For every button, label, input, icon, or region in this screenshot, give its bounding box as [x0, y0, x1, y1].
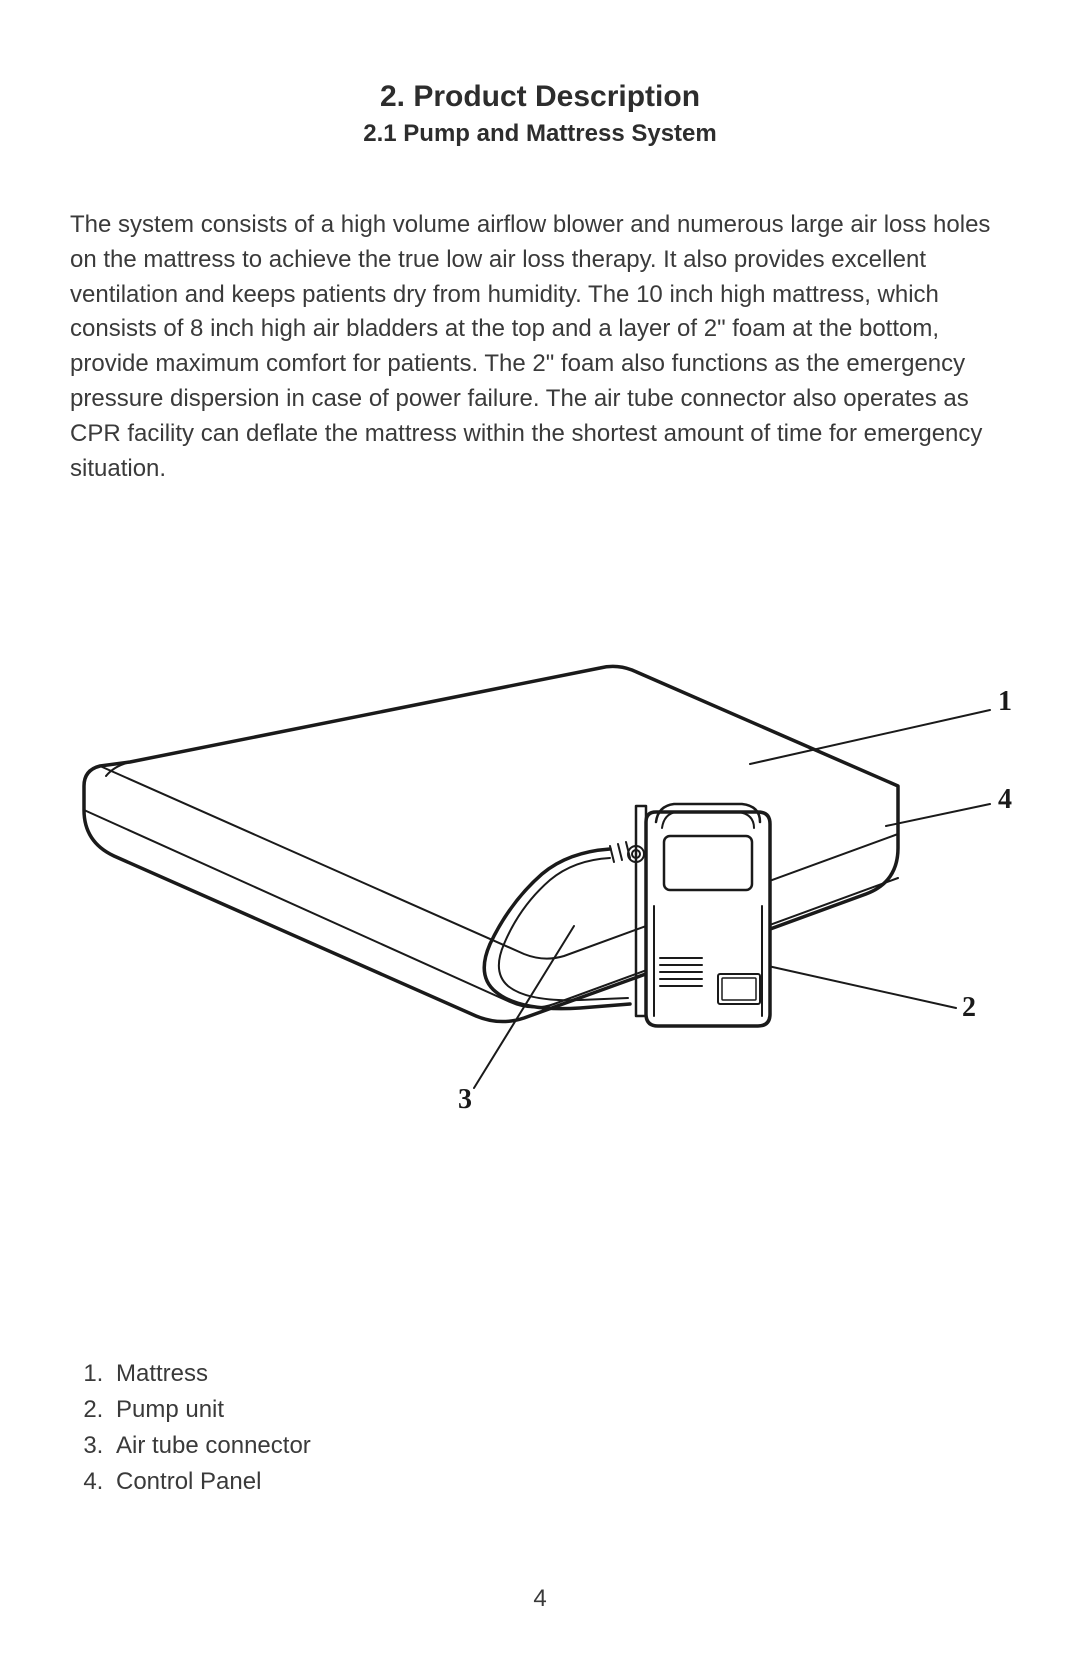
- section-title: 2. Product Description: [70, 80, 1010, 114]
- legend-item-2: Pump unit: [110, 1392, 1010, 1428]
- product-diagram: 1 4 2 3: [70, 656, 1010, 1236]
- legend-item-3: Air tube connector: [110, 1428, 1010, 1464]
- diagram-svg: [70, 656, 1010, 1236]
- legend-item-4: Control Panel: [110, 1464, 1010, 1500]
- callout-3: 3: [458, 1084, 472, 1116]
- callout-4: 4: [998, 784, 1012, 816]
- sub-title: 2.1 Pump and Mattress System: [70, 120, 1010, 148]
- callout-2: 2: [962, 992, 976, 1024]
- document-page: 2. Product Description 2.1 Pump and Matt…: [0, 0, 1080, 1669]
- callout-1: 1: [998, 686, 1012, 718]
- description-paragraph: The system consists of a high volume air…: [70, 208, 1010, 486]
- page-number: 4: [0, 1585, 1080, 1613]
- parts-legend: Mattress Pump unit Air tube connector Co…: [80, 1356, 1010, 1500]
- legend-item-1: Mattress: [110, 1356, 1010, 1392]
